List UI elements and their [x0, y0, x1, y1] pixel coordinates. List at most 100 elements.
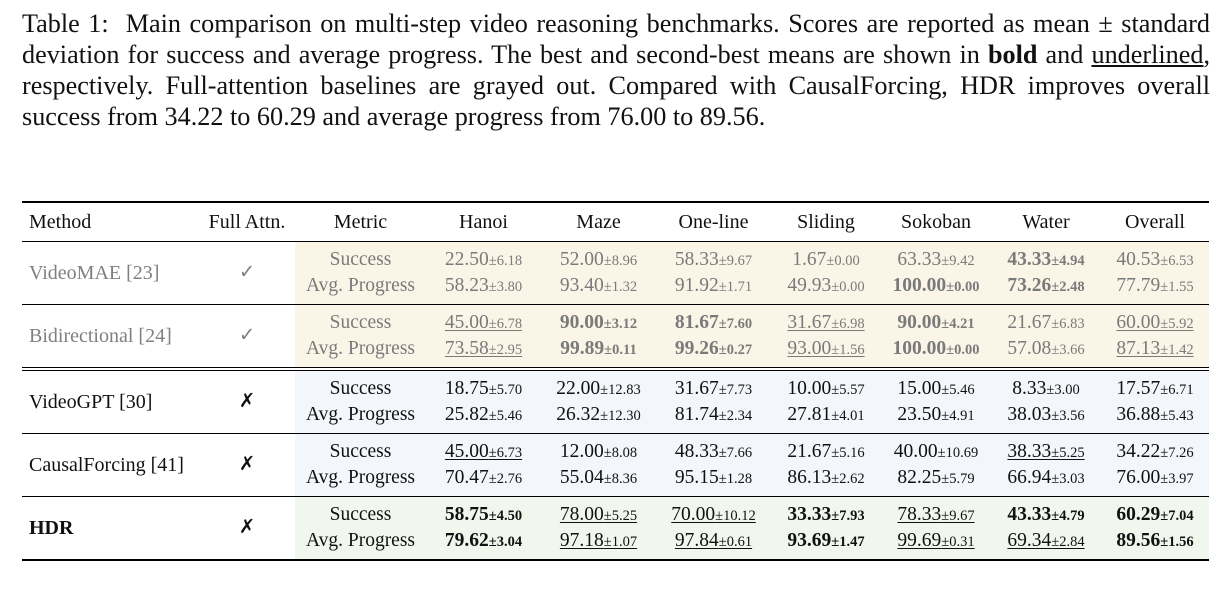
table-row: VideoMAE [23] ✓ Success Avg. Progress 22.50±… [22, 241, 1209, 305]
method-name: VideoGPT [30] [22, 369, 199, 434]
progress-value: 49.93±0.00 [771, 273, 881, 299]
mean-value: 99.89 [560, 338, 605, 359]
mean-value: 82.25 [897, 467, 942, 488]
progress-value: 100.00±0.00 [881, 336, 991, 362]
score-cell: 45.00±6.78 73.58±2.95 [426, 304, 541, 371]
score-cell: 81.67±7.60 99.26±0.27 [656, 304, 771, 371]
std-value: ±9.42 [941, 253, 975, 269]
success-value: 22.50±6.18 [426, 247, 541, 273]
table-body: VideoMAE [23] ✓ Success Avg. Progress 22.50±… [22, 241, 1209, 561]
score-cell: 63.33±9.42 100.00±0.00 [881, 241, 991, 305]
metric-progress-label: Avg. Progress [305, 404, 416, 425]
success-value: 58.75±4.50 [426, 502, 541, 528]
progress-value: 69.34±2.84 [991, 528, 1101, 554]
success-value: 22.00±12.83 [541, 376, 656, 402]
std-value: ±0.27 [718, 342, 753, 358]
table-caption: Table 1: Main comparison on multi-step v… [22, 8, 1210, 132]
std-value: ±7.73 [718, 382, 753, 398]
score-cell: 78.00±5.25 97.18±1.07 [541, 496, 656, 561]
progress-value: 93.69±1.47 [771, 528, 881, 554]
progress-value: 58.23±3.80 [426, 273, 541, 299]
caption-text-2: and [1045, 40, 1084, 69]
success-value: 1.67±0.00 [771, 247, 881, 273]
score-cell: 21.67±6.83 57.08±3.66 [991, 304, 1101, 371]
header-one-line: One-line [656, 201, 771, 242]
score-cell: 48.33±7.66 95.15±1.28 [656, 433, 771, 497]
success-value: 40.00±10.69 [881, 439, 991, 465]
mean-value: 43.33 [1007, 249, 1052, 270]
header-sokoban: Sokoban [881, 201, 991, 242]
mean-value: 78.33 [897, 504, 942, 525]
header-method: Method [22, 201, 199, 242]
mean-value: 93.00 [787, 338, 832, 359]
progress-value: 97.84±0.61 [656, 528, 771, 554]
method-name: CausalForcing [41] [22, 433, 199, 497]
score-cell: 58.75±4.50 79.62±3.04 [426, 496, 541, 561]
score-cell: 45.00±6.73 70.47±2.76 [426, 433, 541, 497]
std-value: ±1.42 [1160, 342, 1194, 358]
mean-value: 21.67 [787, 441, 832, 462]
mean-value: 93.40 [559, 275, 604, 296]
caption-text-1: Main comparison on multi-step video reas… [22, 9, 1211, 69]
std-value: ±6.18 [488, 253, 523, 269]
progress-value: 55.04±8.36 [541, 465, 656, 491]
std-value: ±6.78 [488, 316, 523, 332]
success-value: 43.33±4.94 [991, 247, 1101, 273]
score-cell: 34.22±7.26 76.00±3.97 [1101, 433, 1209, 497]
score-cell: 60.00±5.92 87.13±1.42 [1101, 304, 1209, 371]
score-cell: 33.33±7.93 93.69±1.47 [771, 496, 881, 561]
std-value: ±5.16 [831, 445, 865, 461]
std-value: ±2.62 [831, 471, 865, 487]
progress-value: 73.58±2.95 [426, 336, 541, 362]
header-maze: Maze [541, 201, 656, 242]
std-value: ±6.98 [831, 316, 865, 332]
metric-progress-label: Avg. Progress [305, 530, 416, 551]
std-value: ±0.00 [826, 253, 860, 269]
std-value: ±1.56 [831, 342, 865, 358]
progress-value: 77.79±1.55 [1101, 273, 1209, 299]
score-cell: 12.00±8.08 55.04±8.36 [541, 433, 656, 497]
std-value: ±4.79 [1051, 508, 1085, 524]
metric-labels: Success Avg. Progress [295, 304, 426, 371]
mean-value: 17.57 [1116, 378, 1161, 399]
std-value: ±5.25 [1051, 445, 1085, 461]
method-name: Bidirectional [24] [22, 304, 199, 371]
score-cell: 52.00±8.96 93.40±1.32 [541, 241, 656, 305]
metric-labels: Success Avg. Progress [295, 496, 426, 561]
score-cell: 1.67±0.00 49.93±0.00 [771, 241, 881, 305]
mean-value: 60.29 [1116, 504, 1161, 525]
std-value: ±4.50 [488, 508, 523, 524]
std-value: ±7.26 [1160, 445, 1194, 461]
score-cell: 21.67±5.16 86.13±2.62 [771, 433, 881, 497]
mean-value: 48.33 [674, 441, 719, 462]
success-value: 33.33±7.93 [771, 502, 881, 528]
success-value: 78.00±5.25 [541, 502, 656, 528]
score-cell: 31.67±7.73 81.74±2.34 [656, 369, 771, 434]
table-row: VideoGPT [30] ✗ Success Avg. Progress 18.75±… [22, 369, 1209, 434]
mean-value: 31.67 [787, 312, 832, 333]
mean-value: 87.13 [1116, 338, 1161, 359]
progress-value: 89.56±1.56 [1101, 528, 1209, 554]
score-cell: 38.33±5.25 66.94±3.03 [991, 433, 1101, 497]
progress-value: 99.69±0.31 [881, 528, 991, 554]
method-name: HDR [22, 496, 199, 561]
metric-success-label: Success [329, 249, 392, 270]
score-cell: 22.50±6.18 58.23±3.80 [426, 241, 541, 305]
success-value: 45.00±6.78 [426, 310, 541, 336]
progress-value: 81.74±2.34 [656, 402, 771, 428]
std-value: ±8.08 [603, 445, 638, 461]
std-value: ±7.93 [831, 508, 865, 524]
mean-value: 21.67 [1007, 312, 1052, 333]
mean-value: 100.00 [892, 275, 947, 296]
mean-value: 97.84 [674, 530, 719, 551]
std-value: ±10.69 [937, 445, 979, 461]
success-value: 12.00±8.08 [541, 439, 656, 465]
mean-value: 27.81 [787, 404, 832, 425]
mean-value: 38.03 [1007, 404, 1052, 425]
success-value: 60.00±5.92 [1101, 310, 1209, 336]
std-value: ±5.92 [1160, 316, 1194, 332]
progress-value: 93.40±1.32 [541, 273, 656, 299]
progress-value: 86.13±2.62 [771, 465, 881, 491]
progress-value: 38.03±3.56 [991, 402, 1101, 428]
std-value: ±7.66 [718, 445, 753, 461]
